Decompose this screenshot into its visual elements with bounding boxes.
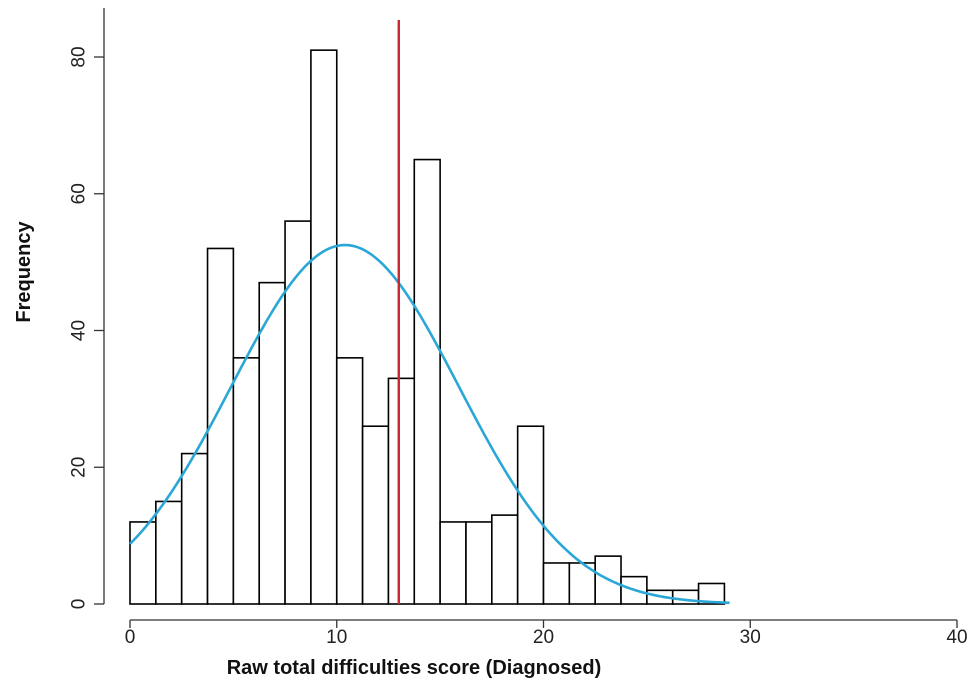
histogram-bar-16 [516,425,545,605]
histogram-bar-2 [155,500,183,605]
histogram-bar-13 [439,521,467,605]
normal-fit-curve [129,243,730,605]
histogram-bar-9 [335,357,364,605]
x-tick-label: 10 [326,627,347,648]
histogram-bar-3 [180,452,209,605]
x-axis-title: Raw total difficulties score (Diagnosed) [227,657,602,679]
histogram-bar-10 [361,425,390,605]
histogram-bar-1 [129,521,157,605]
histogram-bar-23 [697,582,726,605]
histogram-bars [129,49,726,605]
histogram-bar-5 [232,357,261,605]
histogram-bar-14 [465,521,493,605]
histogram-bar-15 [491,514,519,605]
histogram-bar-7 [284,220,312,605]
histogram-bar-8 [310,49,338,605]
y-tick-label: 40 [69,320,90,341]
y-tick-label: 80 [69,46,90,67]
x-tick-label: 30 [740,627,761,648]
y-tick-label: 20 [69,457,90,478]
x-tick-label: 40 [946,627,967,648]
histogram-bar-6 [258,281,286,605]
histogram-bar-12 [413,158,441,605]
y-axis-title: Frequency [13,221,35,323]
y-tick-label: 0 [69,599,90,610]
x-tick-label: 20 [533,627,554,648]
histogram-bar-11 [387,377,416,605]
y-axis-ticks: 0 20 40 60 80 [69,46,104,609]
histogram-bar-17 [542,562,571,605]
x-axis-ticks: 0 10 20 30 40 [125,620,968,648]
x-tick-label: 0 [125,627,136,648]
y-tick-label: 60 [69,183,90,204]
